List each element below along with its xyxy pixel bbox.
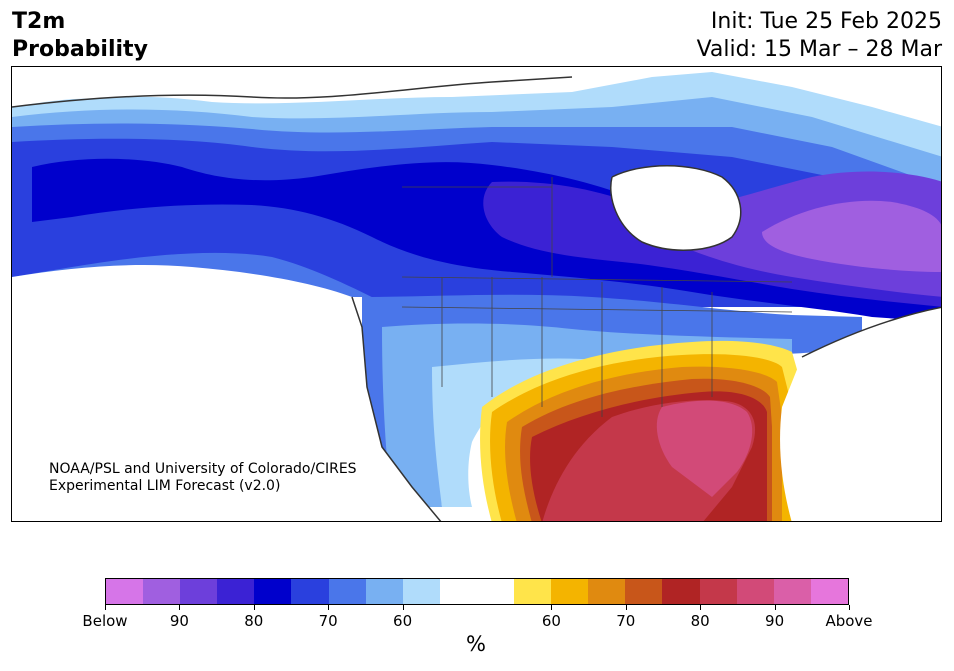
- colorbar-tick-label: 90: [169, 612, 189, 630]
- colorbar-tick-label: 90: [765, 612, 785, 630]
- colorbar-segment: [551, 579, 589, 604]
- credit-line-1: NOAA/PSL and University of Colorado/CIRE…: [49, 461, 357, 477]
- pacific-ocean: [12, 265, 441, 521]
- colorbar: [105, 578, 849, 605]
- colorbar-segment: [699, 579, 737, 604]
- colorbar-segment: [476, 579, 515, 604]
- colorbar-segment: [328, 579, 366, 604]
- colorbar-segment: [773, 579, 811, 604]
- colorbar-tick-mark: [774, 605, 776, 610]
- title-type: Probability: [12, 37, 148, 62]
- colorbar-tick-label: 70: [616, 612, 636, 630]
- colorbar-segment: [180, 579, 218, 604]
- colorbar-segment: [291, 579, 329, 604]
- colorbar-unit: %: [466, 632, 486, 656]
- credit-line-2: Experimental LIM Forecast (v2.0): [49, 478, 281, 494]
- title-variable: T2m: [12, 9, 66, 34]
- map-panel: [11, 66, 942, 522]
- probability-map: [12, 67, 941, 521]
- colorbar-tick-mark: [625, 605, 627, 610]
- colorbar-segment: [365, 579, 403, 604]
- colorbar-segment: [810, 579, 848, 604]
- colorbar-segment: [402, 579, 440, 604]
- colorbar-tick-label: 80: [244, 612, 264, 630]
- colorbar-segment: [588, 579, 626, 604]
- colorbar-segment: [662, 579, 700, 604]
- colorbar-tick-mark: [849, 605, 850, 610]
- hudson-bay: [610, 165, 741, 251]
- colorbar-tick-mark: [551, 605, 553, 610]
- colorbar-segment: [143, 579, 181, 604]
- state-borders: [401, 177, 793, 417]
- colorbar-tick-label: Below: [82, 612, 128, 630]
- colorbar-segment: [439, 579, 477, 604]
- colorbar-tick-mark: [402, 605, 404, 610]
- colorbar-tick-mark: [105, 605, 106, 610]
- region-east-purple: [762, 200, 941, 272]
- arctic-ocean: [12, 67, 941, 107]
- coastline: [12, 76, 941, 521]
- region-warm-rose: [656, 400, 753, 497]
- colorbar-tick-mark: [328, 605, 330, 610]
- colorbar-tick-label: 60: [541, 612, 561, 630]
- colorbar-tick-label: Above: [825, 612, 873, 630]
- credit-text: NOAA/PSL and University of Colorado/CIRE…: [49, 461, 357, 495]
- map-title: T2m Probability: [12, 8, 148, 64]
- colorbar-tick-label: 60: [393, 612, 413, 630]
- atlantic-ocean: [780, 307, 941, 521]
- valid-range: Valid: 15 Mar – 28 Mar: [696, 37, 942, 62]
- forecast-dates: Init: Tue 25 Feb 2025 Valid: 15 Mar – 28…: [697, 8, 942, 64]
- colorbar-tick-mark: [253, 605, 255, 610]
- init-date: Init: Tue 25 Feb 2025: [710, 9, 942, 34]
- colorbar-segment: [625, 579, 663, 604]
- colorbar-tick-label: 70: [318, 612, 338, 630]
- colorbar-tick-mark: [700, 605, 702, 610]
- colorbar-segment: [106, 579, 144, 604]
- colorbar-tick-mark: [179, 605, 181, 610]
- colorbar-segment: [254, 579, 292, 604]
- colorbar-segment: [217, 579, 255, 604]
- colorbar-segment: [736, 579, 774, 604]
- colorbar-tick-label: 80: [690, 612, 710, 630]
- colorbar-segment: [514, 579, 552, 604]
